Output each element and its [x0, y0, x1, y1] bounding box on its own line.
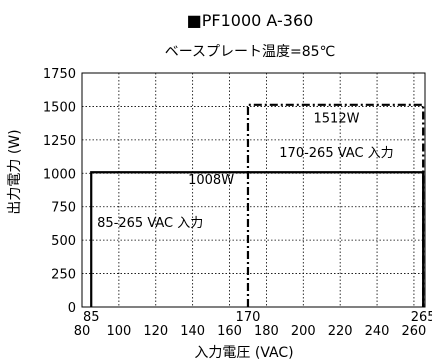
- x-tick-label: 140: [180, 324, 205, 339]
- y-tick-label: 1750: [43, 67, 76, 82]
- annotation-label: 85-265 VAC 入力: [97, 216, 203, 231]
- y-tick-label: 0: [68, 301, 76, 316]
- y-axis-label: 出力電力 (W): [7, 129, 23, 214]
- x-tick-label: 260: [402, 324, 427, 339]
- x-tick-label: 240: [365, 324, 390, 339]
- x-tick-label: 100: [106, 324, 131, 339]
- annotations: 1008W 85-265 VAC 入力 1512W 170-265 VAC 入力: [97, 111, 394, 230]
- y-tick-label: 1500: [43, 100, 76, 115]
- y-tick-label: 750: [51, 201, 76, 216]
- series-line-1: [90, 171, 425, 307]
- y-tick-label: 500: [51, 234, 76, 249]
- chart-subtitle: ベースプレート温度=85℃: [165, 44, 336, 60]
- y-tick-label: 1000: [43, 167, 76, 182]
- data-lines: [90, 103, 425, 307]
- plot-frame: [81, 72, 426, 308]
- series-line-2: [246, 103, 425, 307]
- x-tick-label: 120: [143, 324, 168, 339]
- x-tick-label: 160: [217, 324, 242, 339]
- x-tick-label: 200: [291, 324, 316, 339]
- x-tick-label: 180: [254, 324, 279, 339]
- x-marker-label: 170: [236, 310, 261, 325]
- grid: [82, 73, 425, 307]
- tick-labels: 0 250 500 750 1000 1250 1500 1750 80 100 120 140 160…: [43, 67, 432, 339]
- x-tick-label: 220: [328, 324, 353, 339]
- chart-title: ■PF1000 A-360: [187, 11, 314, 30]
- annotation-label: 1008W: [188, 173, 234, 188]
- annotation-label: 170-265 VAC 入力: [279, 146, 393, 161]
- x-marker-label: 265: [411, 310, 432, 325]
- x-axis-label: 入力電圧 (VAC): [194, 345, 293, 361]
- annotation-label: 1512W: [314, 111, 360, 126]
- y-tick-label: 1250: [43, 134, 76, 149]
- x-marker-label: 85: [83, 310, 100, 325]
- y-tick-label: 250: [51, 268, 76, 283]
- x-tick-label: 80: [74, 324, 91, 339]
